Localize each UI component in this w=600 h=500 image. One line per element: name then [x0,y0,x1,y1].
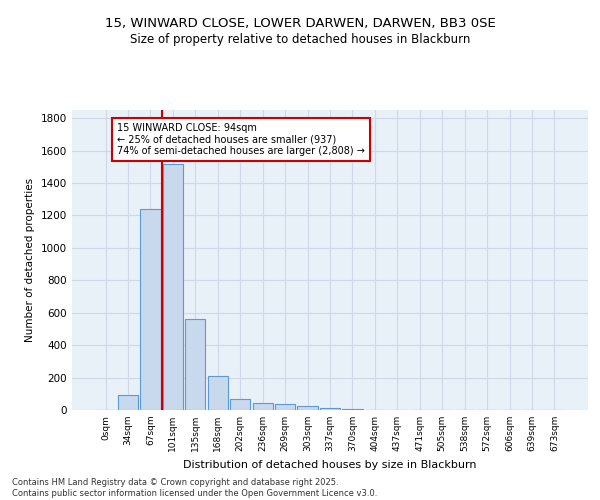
Text: Contains HM Land Registry data © Crown copyright and database right 2025.
Contai: Contains HM Land Registry data © Crown c… [12,478,377,498]
Bar [253,402,273,410]
Bar [230,400,250,410]
Y-axis label: Number of detached properties: Number of detached properties [25,178,35,342]
Bar [163,164,183,410]
Bar [140,209,161,410]
Text: 15, WINWARD CLOSE, LOWER DARWEN, DARWEN, BB3 0SE: 15, WINWARD CLOSE, LOWER DARWEN, DARWEN,… [104,18,496,30]
Bar [343,409,362,410]
Bar [208,376,228,410]
Bar [320,408,340,410]
Text: 15 WINWARD CLOSE: 94sqm
← 25% of detached houses are smaller (937)
74% of semi-d: 15 WINWARD CLOSE: 94sqm ← 25% of detache… [117,123,365,156]
Bar [118,394,138,410]
Bar [298,406,317,410]
Bar [185,319,205,410]
Bar [275,404,295,410]
Text: Size of property relative to detached houses in Blackburn: Size of property relative to detached ho… [130,32,470,46]
X-axis label: Distribution of detached houses by size in Blackburn: Distribution of detached houses by size … [183,460,477,469]
